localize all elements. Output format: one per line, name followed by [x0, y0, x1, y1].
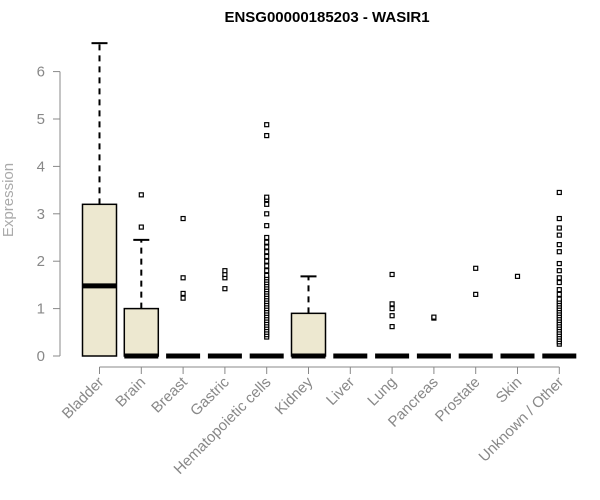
y-tick-label: 2	[37, 253, 45, 270]
boxes-layer	[81, 42, 577, 359]
box-iqr	[123, 307, 160, 357]
y-tick-label: 6	[37, 64, 45, 81]
outlier-point	[264, 244, 270, 250]
outlier-point	[556, 279, 562, 286]
outlier-point	[473, 265, 479, 271]
outlier-point	[473, 291, 479, 297]
outlier-point	[264, 201, 270, 207]
outlier-point	[180, 290, 186, 297]
outlier-point	[264, 194, 270, 200]
box-kidney	[290, 275, 327, 359]
outlier-point	[222, 268, 228, 274]
y-axis: 0 1 2 3 4 5 6	[37, 64, 61, 365]
x-tick-label: Lung	[364, 374, 400, 410]
box-iqr	[81, 203, 118, 357]
outlier-point	[138, 192, 144, 198]
outlier-point	[264, 239, 270, 245]
outlier-point	[264, 268, 270, 274]
outlier-point	[556, 296, 562, 302]
outlier-point	[264, 263, 270, 269]
outlier-point	[264, 258, 270, 264]
outlier-point	[556, 268, 562, 274]
outlier-point	[556, 225, 562, 231]
box-gastric	[207, 268, 242, 359]
x-tick-label: Breast	[148, 373, 191, 416]
x-tick-label: Prostate	[432, 374, 484, 426]
outlier-point	[264, 249, 270, 255]
outlier-point	[264, 253, 270, 260]
outlier-point	[264, 272, 270, 279]
outlier-point	[264, 234, 270, 241]
y-tick-label: 3	[37, 206, 45, 223]
y-tick-label: 5	[37, 111, 45, 128]
y-tick-label: 0	[37, 348, 45, 365]
box-unknown-other	[542, 189, 577, 359]
outlier-point	[556, 291, 562, 297]
x-tick-label: Kidney	[272, 373, 317, 418]
outlier-point	[556, 275, 562, 281]
outlier-point	[556, 287, 562, 293]
outlier-point	[264, 223, 270, 229]
outlier-point	[389, 324, 395, 330]
y-tick-label: 1	[37, 301, 45, 318]
outlier-point	[180, 295, 186, 301]
outlier-point	[389, 301, 395, 307]
x-tick-label: Skin	[493, 374, 526, 407]
outlier-point	[556, 260, 562, 267]
box-lung	[375, 271, 410, 359]
box-bladder	[81, 42, 118, 357]
box-hematopoietic-cells	[249, 122, 284, 359]
y-tick-label: 4	[37, 158, 45, 175]
outlier-point	[556, 232, 562, 238]
outlier-point	[556, 215, 562, 222]
outlier-point	[138, 224, 144, 230]
outlier-point	[431, 314, 437, 320]
x-tick-label: Liver	[323, 374, 358, 409]
outlier-point	[389, 271, 395, 278]
outlier-point	[264, 211, 270, 217]
outlier-point	[222, 286, 228, 292]
outlier-point	[264, 132, 270, 139]
outlier-point	[514, 273, 521, 279]
y-axis-label: Expression	[0, 163, 17, 237]
outlier-point	[556, 189, 562, 196]
box-brain	[123, 192, 160, 359]
outlier-point	[389, 306, 395, 312]
x-tick-label: Brain	[112, 374, 149, 411]
outlier-point	[264, 122, 270, 128]
box-pancreas	[416, 314, 451, 359]
outlier-point	[556, 242, 562, 248]
box-breast	[166, 215, 201, 359]
chart-title: ENSG00000185203 - WASIR1	[224, 9, 429, 26]
x-tick-label: Bladder	[59, 374, 108, 423]
outlier-point	[556, 249, 562, 255]
outlier-point	[180, 275, 186, 281]
box-iqr	[290, 312, 327, 357]
box-prostate	[458, 265, 493, 359]
outlier-point	[180, 215, 186, 222]
outlier-point	[389, 313, 395, 319]
box-skin	[500, 273, 535, 359]
